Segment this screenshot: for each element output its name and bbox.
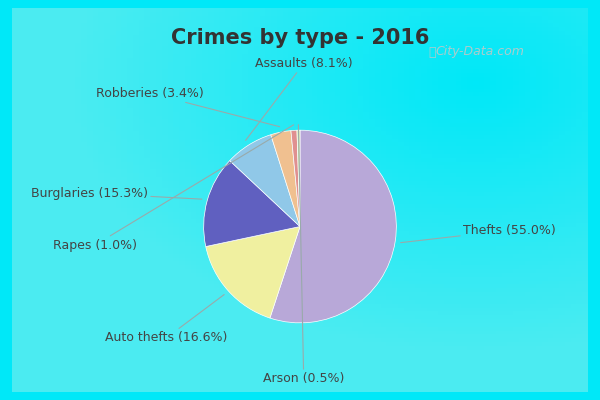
Text: Assaults (8.1%): Assaults (8.1%): [245, 57, 353, 140]
Text: City-Data.com: City-Data.com: [436, 46, 524, 58]
Text: ⦿: ⦿: [428, 46, 436, 58]
Text: Auto thefts (16.6%): Auto thefts (16.6%): [106, 294, 228, 344]
Text: Rapes (1.0%): Rapes (1.0%): [53, 125, 293, 252]
Wedge shape: [203, 161, 300, 246]
Wedge shape: [230, 135, 300, 226]
Wedge shape: [297, 130, 300, 226]
Text: Crimes by type - 2016: Crimes by type - 2016: [171, 28, 429, 48]
Wedge shape: [291, 130, 300, 226]
Wedge shape: [271, 131, 300, 226]
Wedge shape: [206, 226, 300, 318]
Text: Thefts (55.0%): Thefts (55.0%): [401, 224, 556, 243]
Wedge shape: [270, 130, 397, 323]
Text: Arson (0.5%): Arson (0.5%): [263, 125, 344, 385]
Text: Robberies (3.4%): Robberies (3.4%): [96, 87, 280, 127]
Text: Burglaries (15.3%): Burglaries (15.3%): [31, 187, 202, 200]
